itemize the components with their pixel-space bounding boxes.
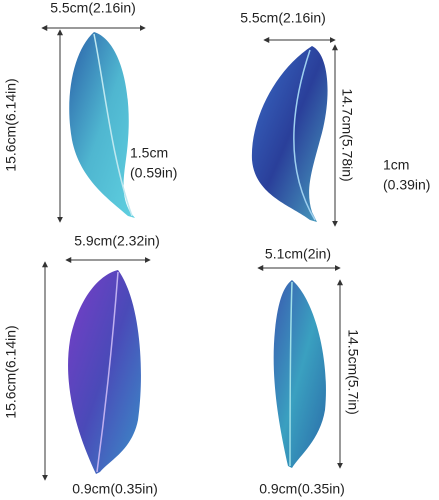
thickness-label: 1.5cm <box>130 145 168 161</box>
feather-3 <box>68 270 141 474</box>
feather-1 <box>69 32 135 218</box>
feather-4 <box>273 280 326 468</box>
thickness-label: (0.59in) <box>130 165 177 181</box>
thickness-label: (0.39in) <box>383 177 430 193</box>
feather-2 <box>251 46 328 222</box>
width-label: 5.1cm(2in) <box>265 246 331 262</box>
thickness-label: 0.9cm(0.35in) <box>259 481 345 497</box>
width-label: 5.5cm(2.16in) <box>240 10 326 26</box>
height-label: 15.6cm(6.14in) <box>3 325 19 418</box>
width-label: 5.9cm(2.32in) <box>74 233 160 249</box>
height-label: 14.5cm(5.7in) <box>345 329 361 415</box>
width-label: 5.5cm(2.16in) <box>50 0 136 16</box>
height-label: 15.6cm(6.14in) <box>3 78 19 171</box>
height-label: 14.7cm(5.78in) <box>339 88 355 181</box>
thickness-label: 0.9cm(0.35in) <box>72 481 158 497</box>
thickness-label: 1cm <box>383 157 409 173</box>
